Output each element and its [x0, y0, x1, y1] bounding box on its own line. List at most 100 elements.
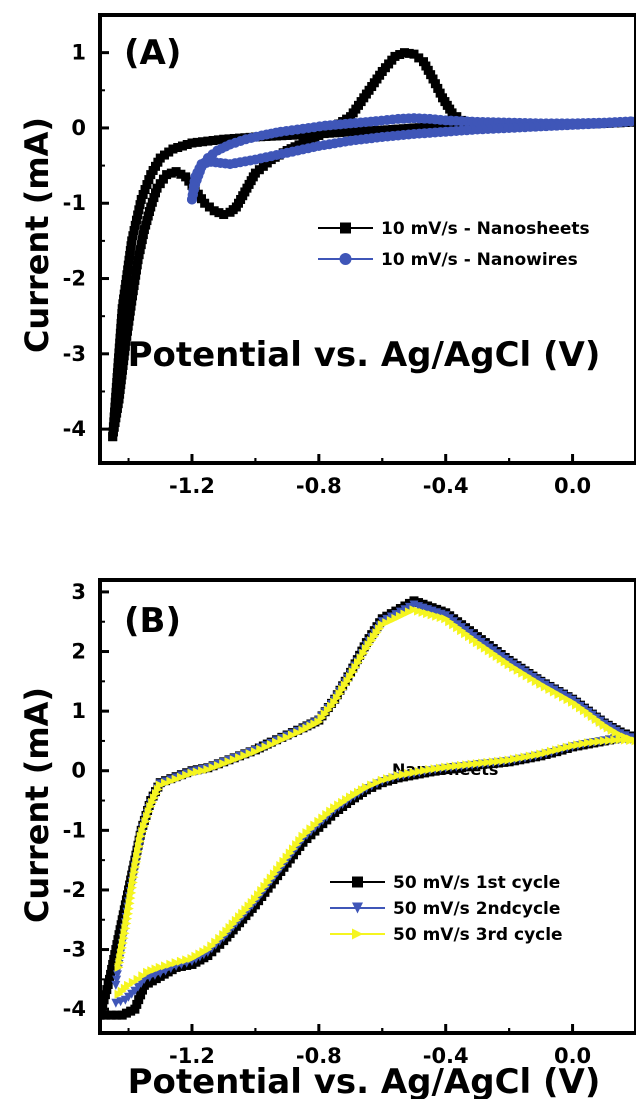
panel-a-data-point	[404, 123, 414, 133]
panel-a-data-point	[119, 356, 129, 366]
panel-a-legend: 10 mV/s - Nanosheets 10 mV/s - Nanowires	[318, 219, 590, 270]
panel-b-data-point	[515, 753, 525, 763]
panel-a-data-point	[144, 175, 154, 185]
panel-a-data-point	[309, 129, 319, 139]
panel-a-data-point	[287, 130, 297, 140]
panel-a-data-point	[200, 198, 210, 208]
panel-a-data-point	[149, 193, 159, 203]
panel-a-data-point	[404, 48, 414, 58]
panel-a-data-point	[114, 353, 124, 363]
panel-b-data-point	[478, 758, 488, 768]
panel-b-data-point	[273, 865, 283, 875]
panel-a-data-point	[395, 50, 405, 60]
panel-b-data-point	[409, 768, 419, 778]
panel-b-data-point	[282, 852, 292, 862]
panel-a-data-point	[414, 53, 424, 63]
panel-a-data-point	[388, 124, 398, 134]
panel-a-data-point	[124, 316, 134, 326]
panel-a-x-tick-label: -0.4	[423, 474, 469, 498]
panel-a-data-point	[298, 130, 308, 140]
panel-b-data-point	[292, 840, 302, 850]
panel-b-data-point	[279, 856, 289, 866]
panel-a: (A) Current (mA) Potential vs. Ag/AgCl (…	[18, 13, 636, 498]
panel-a-data-point	[409, 49, 419, 59]
panel-a-data-point	[409, 123, 419, 133]
panel-b-x-axis-title: Potential vs. Ag/AgCl (V)	[128, 1062, 601, 1099]
panel-a-data-point	[123, 321, 133, 331]
panel-b-data-point	[111, 980, 121, 990]
panel-a-data-point	[162, 170, 172, 180]
panel-a-data-point	[146, 170, 156, 180]
panel-a-series-line	[111, 51, 636, 437]
panel-a-data-point	[124, 255, 134, 265]
panel-b-data-point	[155, 962, 165, 972]
panel-b-data-point	[100, 1000, 108, 1010]
panel-a-data-point	[433, 83, 443, 93]
panel-a-data-point	[414, 123, 424, 133]
panel-a-legend-marker	[340, 222, 351, 234]
panel-a-legend-label: 10 mV/s - Nanosheets	[381, 219, 590, 239]
panel-b-data-point	[383, 774, 393, 784]
panel-b-data-point	[509, 754, 519, 764]
panel-a-data-point	[119, 351, 129, 361]
panel-a-data-point	[420, 122, 430, 132]
panel-a-series-2	[186, 113, 636, 205]
panel-a-data-point	[123, 260, 133, 270]
panel-a-data-point	[214, 208, 224, 218]
panel-b-y-tick-label: -3	[63, 938, 86, 962]
panel-a-data-point	[109, 412, 119, 422]
panel-a-data-point	[129, 226, 139, 236]
panel-a-data-point	[314, 129, 324, 139]
panel-b-series-2	[111, 600, 636, 1008]
panel-a-data-point	[112, 373, 122, 383]
panel-a-data-point	[119, 289, 129, 299]
panel-b-data-point	[105, 974, 115, 984]
panel-b-data-point	[414, 767, 424, 777]
panel-b-data-point	[594, 737, 604, 747]
panel-b-data-point	[395, 607, 405, 617]
panel-a-data-point	[117, 365, 127, 375]
panel-a-data-point	[123, 265, 133, 275]
panel-b-legend-marker	[352, 928, 363, 940]
panel-a-data-point	[203, 136, 213, 146]
panel-a-data-point	[136, 194, 146, 204]
panel-b-data-point	[583, 738, 593, 748]
panel-b-data-point	[295, 835, 305, 845]
panel-a-data-point	[131, 265, 141, 275]
panel-a-data-point	[108, 432, 118, 442]
panel-b-data-point	[103, 979, 113, 989]
panel-b-data-point	[451, 761, 461, 771]
panel-a-data-point	[208, 135, 218, 145]
panel-b-x-tick-label: -0.8	[296, 1044, 342, 1068]
panel-b-data-point	[203, 765, 213, 775]
panel-a-data-point	[209, 206, 219, 216]
panel-b-data-point	[372, 778, 382, 788]
panel-b-data-point	[504, 755, 514, 765]
panel-b-data-point	[155, 968, 165, 978]
panel-a-data-point	[219, 210, 229, 220]
panel-b-data-point	[531, 750, 541, 760]
panel-b-data-point	[166, 959, 176, 969]
panel-a-data-point	[127, 236, 137, 246]
panel-b-data-point	[112, 975, 122, 985]
panel-a-data-point	[143, 211, 153, 221]
panel-b-data-point	[541, 748, 551, 758]
panel-a-data-point	[173, 143, 183, 153]
panel-b-x-tick-label: -1.2	[169, 1044, 215, 1068]
panel-a-data-point	[135, 245, 145, 255]
panel-b-data-point	[138, 971, 148, 981]
panel-a-data-point	[346, 127, 356, 137]
panel-b-plot-frame	[98, 578, 636, 1035]
panel-b-data-point	[599, 736, 609, 746]
panel-b-y-tick-label: 2	[71, 640, 86, 664]
panel-b-data-point	[146, 802, 156, 811]
panel-a-y-tick-label: -3	[63, 342, 86, 366]
panel-a-data-point	[224, 134, 234, 144]
panel-a-data-point	[129, 281, 139, 291]
panel-a-data-point	[108, 427, 118, 437]
panel-b-data-point	[288, 844, 298, 854]
panel-a-data-point	[377, 125, 387, 135]
panel-b-data-point	[568, 741, 578, 751]
panel-a-data-point	[127, 296, 137, 306]
